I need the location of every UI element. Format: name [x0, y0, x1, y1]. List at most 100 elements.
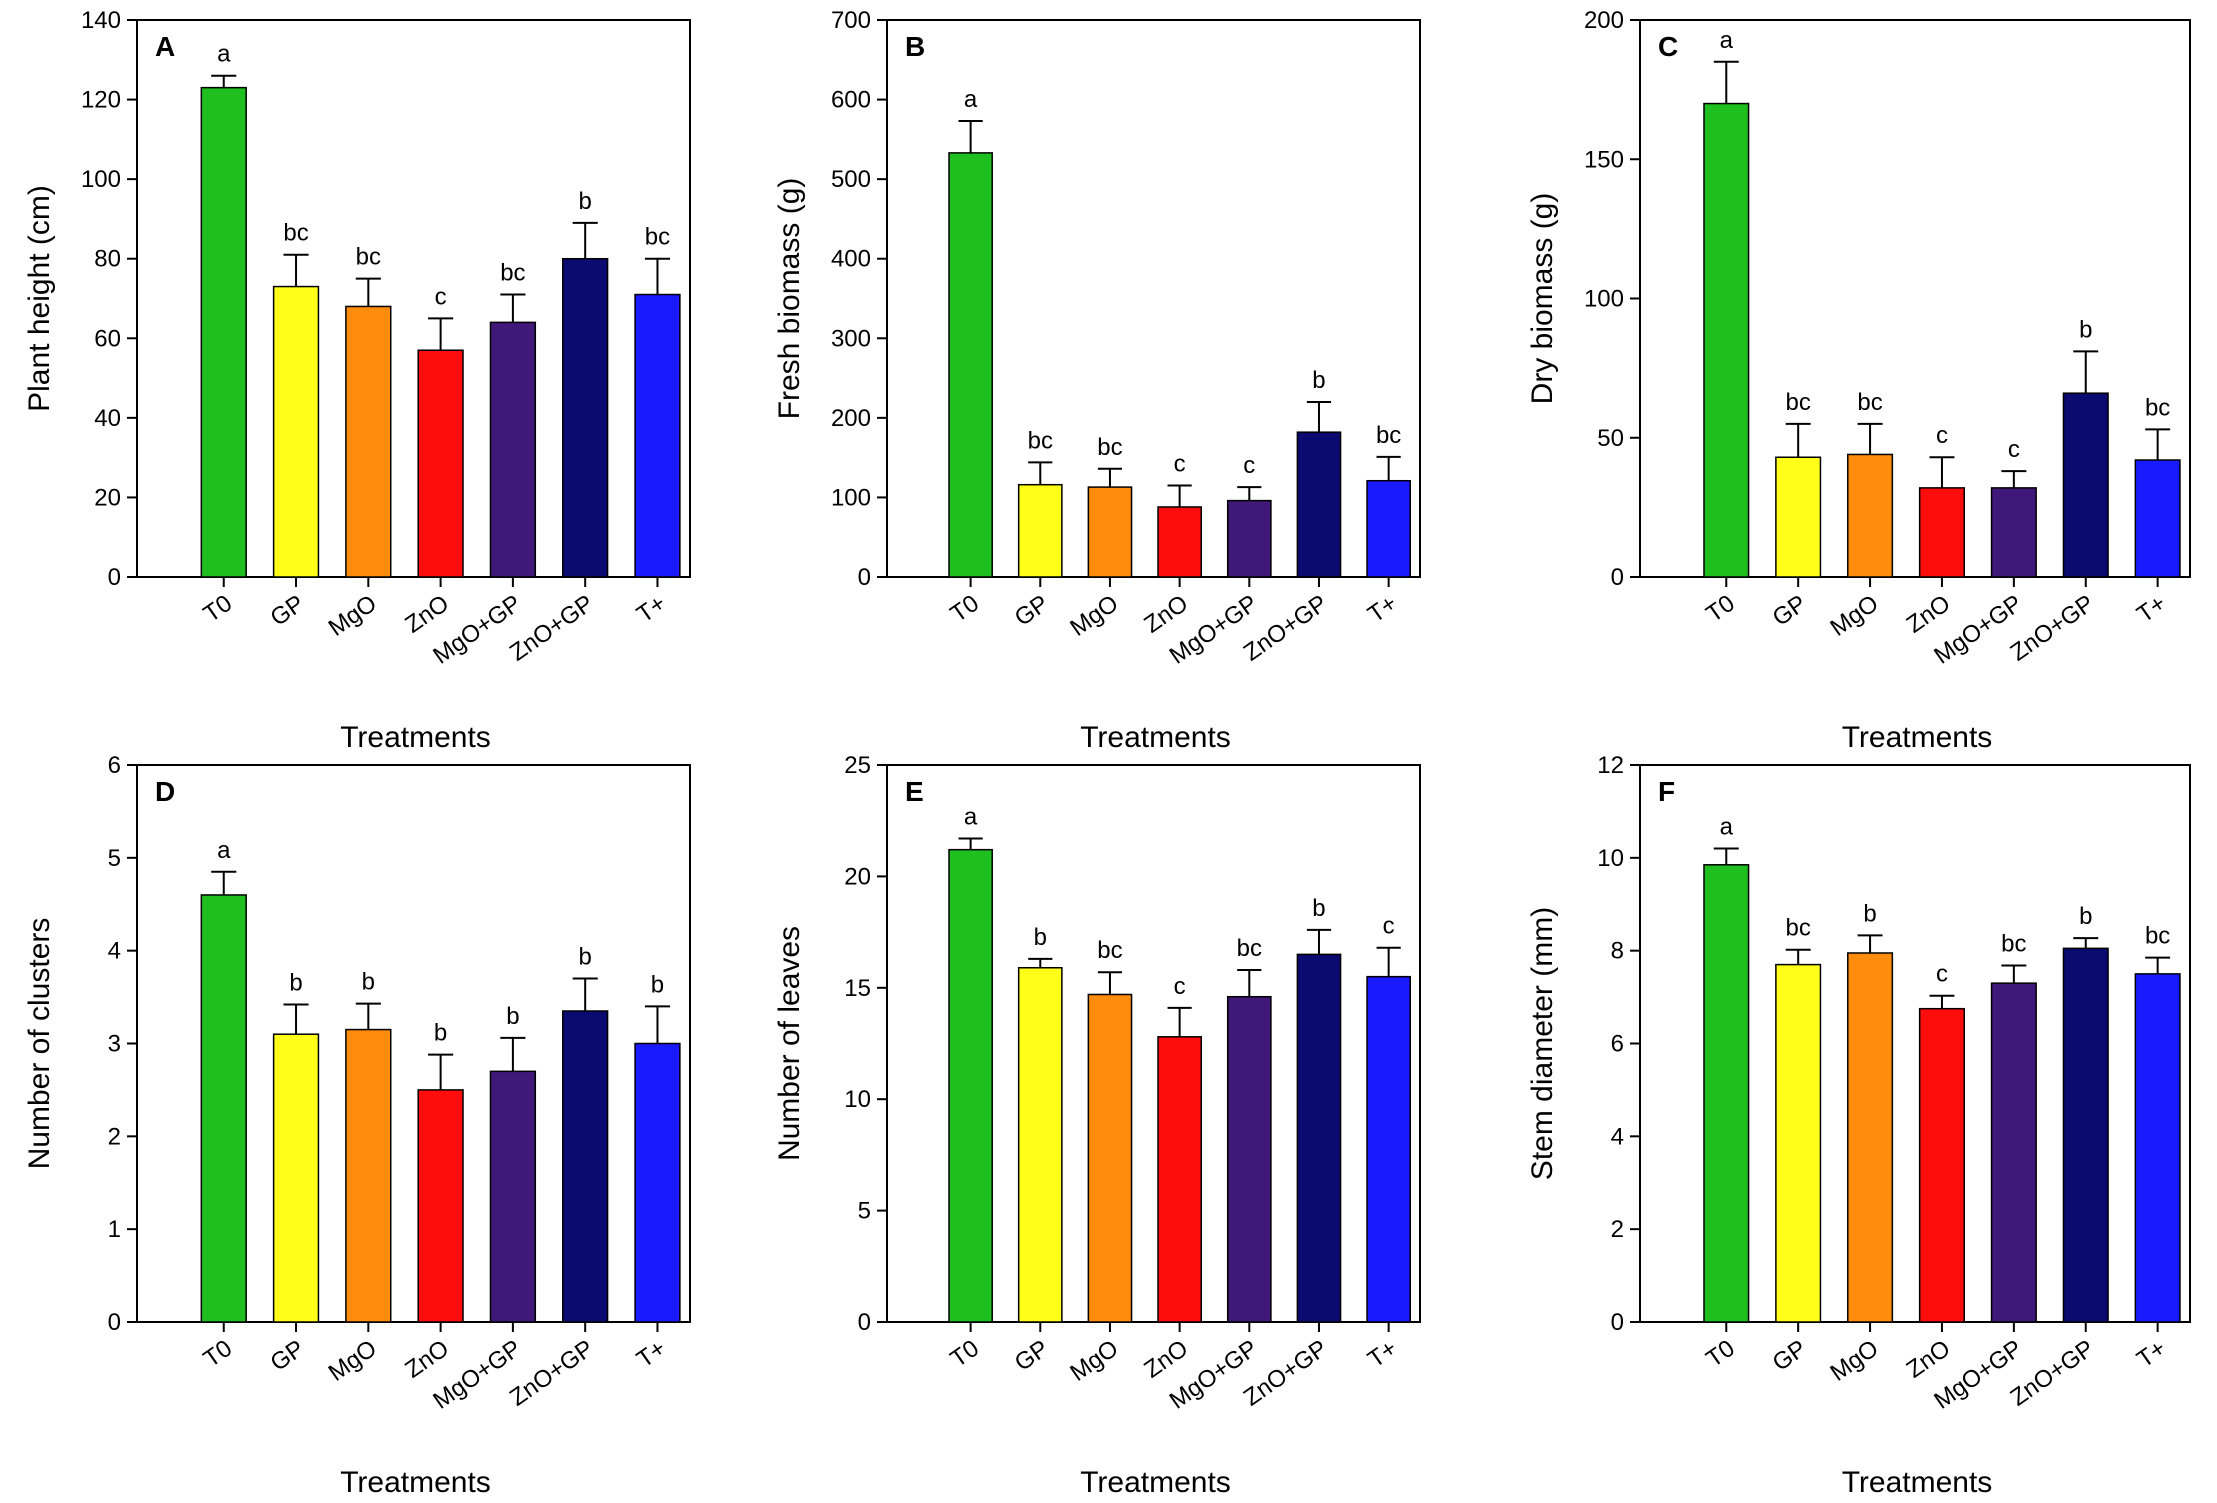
x-tick-label: T0: [946, 590, 984, 628]
x-tick-label: T+: [2132, 590, 2171, 629]
bar-znoplusgp: [2062, 392, 2109, 578]
significance-letter: bc: [356, 244, 381, 271]
significance-letter: b: [1312, 367, 1325, 394]
bar-znoplusgp: [2062, 947, 2109, 1323]
significance-letter: b: [506, 1003, 519, 1030]
x-axis-label: Treatments: [340, 1466, 491, 1499]
x-tick-label: MgO: [324, 1335, 382, 1387]
x-tick-label: T0: [946, 1335, 984, 1373]
x-tick-label: ZnO+GP: [505, 590, 599, 667]
significance-letter: bc: [283, 220, 308, 247]
panel-f: 0 2 4 6 8 10 12 Stem diameter (mm) Treatments Fa T…: [1526, 752, 2191, 1499]
bar-mgoplusgp: [1226, 499, 1272, 578]
y-tick-label: 6: [1611, 1031, 1624, 1058]
y-tick-label: 700: [831, 7, 871, 34]
y-tick-label: 6: [108, 752, 121, 779]
y-axis-label: Plant height (cm): [23, 185, 56, 412]
x-tick-label: T0: [1701, 1335, 1739, 1373]
bar-zno: [1918, 487, 1965, 578]
x-tick-label: T+: [632, 1335, 671, 1374]
y-tick-label: 0: [858, 564, 871, 591]
significance-letter: b: [2079, 316, 2092, 343]
bar-gp: [272, 1033, 320, 1323]
bar-mgo: [1087, 486, 1133, 578]
y-tick-label: 3: [108, 1031, 121, 1058]
bar-gp: [1017, 966, 1063, 1323]
x-tick-label: T+: [2132, 1335, 2171, 1374]
panel-a: 0 20 40 60 80 100 120 140 Plant height (cm) Treat…: [23, 7, 691, 754]
bar-tplus: [634, 293, 681, 578]
y-tick-label: 100: [1584, 286, 1624, 313]
bar-znoplusgp: [562, 1010, 609, 1323]
y-tick-label: 500: [831, 166, 871, 193]
y-axis-label: Number of clusters: [23, 918, 56, 1170]
y-tick-label: 120: [81, 87, 121, 114]
significance-letter: a: [964, 804, 978, 831]
y-tick-label: 200: [831, 405, 871, 432]
x-tick-label: GP: [266, 1335, 310, 1377]
significance-letter: b: [579, 188, 592, 215]
bar-mgoplusgp: [1226, 995, 1272, 1323]
y-tick-label: 10: [844, 1086, 871, 1113]
panel-letter: C: [1658, 31, 1678, 62]
bar-zno: [1918, 1007, 1965, 1323]
significance-letter: a: [1720, 27, 1734, 54]
x-axis-label: Treatments: [1842, 1466, 1993, 1499]
x-tick-label: MgO: [1825, 1335, 1883, 1387]
x-tick-label: MgO: [1065, 1335, 1123, 1387]
significance-letter: bc: [1028, 427, 1053, 454]
y-tick-label: 10: [1597, 845, 1624, 872]
x-tick-label: GP: [1010, 590, 1054, 632]
x-tick-label: MgO: [1825, 590, 1883, 642]
y-tick-label: 50: [1597, 425, 1624, 452]
y-tick-label: 400: [831, 246, 871, 273]
y-tick-label: 300: [831, 325, 871, 352]
bar-zno: [1157, 506, 1202, 578]
y-tick-label: 4: [108, 938, 121, 965]
bar-znoplusgp: [1296, 431, 1342, 578]
significance-letter: c: [2008, 436, 2020, 463]
significance-letter: c: [1383, 913, 1395, 940]
bar-mgo: [1847, 952, 1894, 1323]
bar-tplus: [1366, 975, 1411, 1323]
bar-tplus: [2134, 973, 2181, 1323]
bar-tplus: [1366, 479, 1411, 578]
significance-letter: bc: [645, 224, 670, 251]
x-tick-label: GP: [1768, 1335, 1812, 1377]
y-tick-label: 0: [858, 1309, 871, 1336]
y-tick-label: 40: [94, 405, 121, 432]
significance-letter: c: [1936, 961, 1948, 988]
y-tick-label: 2: [1611, 1216, 1624, 1243]
y-tick-label: 20: [94, 484, 121, 511]
panel-e: 0 5 10 15 20 25 Number of leaves Treatments Ea T0…: [773, 752, 1421, 1499]
significance-letter: a: [217, 41, 231, 68]
x-tick-label: MgO: [324, 590, 382, 642]
bar-mgoplusgp: [1990, 487, 2037, 578]
x-axis-label: Treatments: [340, 721, 491, 754]
significance-letter: c: [1243, 452, 1255, 479]
significance-letter: b: [434, 1020, 447, 1047]
y-tick-label: 1: [108, 1216, 121, 1243]
significance-letter: b: [2079, 903, 2092, 930]
bar-t0: [1703, 864, 1750, 1323]
bar-mgo: [345, 1028, 392, 1323]
bar-mgo: [1847, 453, 1894, 578]
y-tick-label: 5: [858, 1198, 871, 1225]
panel-b: 0 100 200 300 400 500 600 700 Fresh biomass (g) T…: [773, 7, 1421, 754]
bar-t0: [200, 894, 247, 1323]
bar-znoplusgp: [1296, 953, 1342, 1323]
bar-znoplusgp: [562, 257, 609, 578]
x-tick-label: GP: [266, 590, 310, 632]
x-tick-label: ZnO: [400, 1335, 454, 1384]
y-tick-label: 2: [108, 1123, 121, 1150]
y-tick-label: 20: [844, 863, 871, 890]
bar-mgoplusgp: [1990, 982, 2037, 1323]
bar-t0: [948, 152, 993, 578]
y-tick-label: 0: [1611, 1309, 1624, 1336]
bar-zno: [1157, 1036, 1202, 1323]
x-axis-label: Treatments: [1080, 1466, 1231, 1499]
x-tick-label: ZnO: [1902, 590, 1956, 639]
panel-letter: F: [1658, 776, 1675, 807]
significance-letter: b: [1863, 900, 1876, 927]
significance-letter: bc: [2001, 931, 2026, 958]
